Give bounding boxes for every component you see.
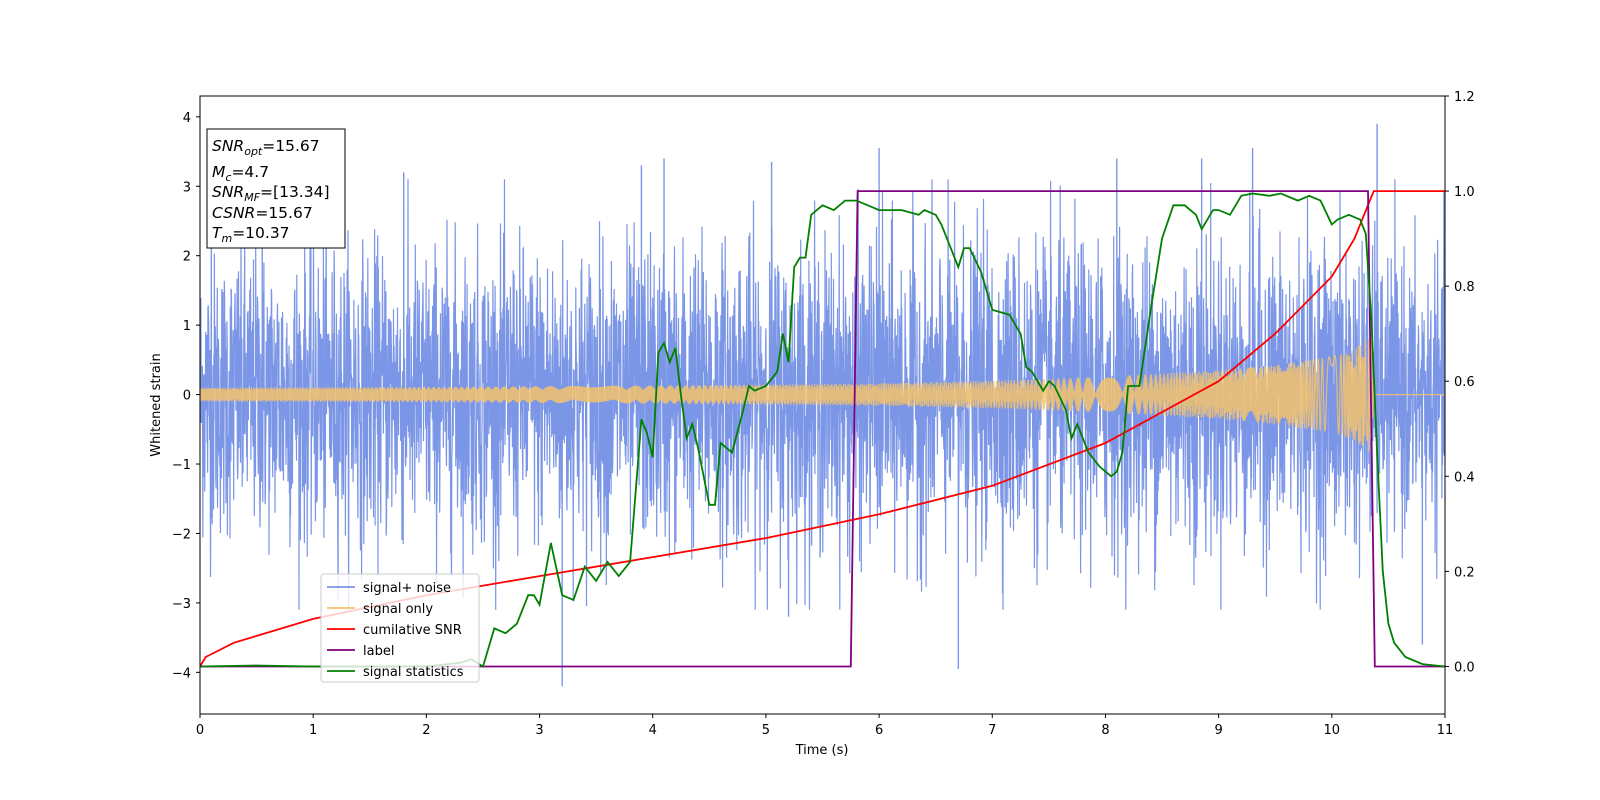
y2-tick-label: 1.0	[1454, 185, 1475, 200]
series-label	[200, 190, 1445, 668]
legend-label: label	[363, 644, 394, 659]
legend-frame	[320, 573, 480, 683]
y2-tick-label: 0.8	[1454, 280, 1475, 295]
y2-tick-label: 0.2	[1454, 565, 1475, 580]
series-signal-only	[200, 336, 1445, 452]
legend-label: cumilative SNR	[363, 623, 462, 638]
y-tick-label: −1	[172, 458, 191, 473]
y-tick-label: 1	[183, 319, 191, 334]
y-axis-left: 4 3 2 1 0 −1 −2 −3 −4	[172, 111, 200, 681]
annotation-tm: Tm=10.37	[212, 224, 290, 245]
annotation-mc: Mc=4.7	[212, 163, 269, 184]
legend-label: signal+ noise	[363, 581, 451, 596]
x-tick-label: 5	[762, 723, 770, 738]
x-tick-label: 0	[196, 723, 204, 738]
y-tick-label: −3	[172, 597, 191, 612]
y2-tick-label: 0.4	[1454, 470, 1475, 485]
legend: signal+ noise signal only cumilative SNR la…	[320, 573, 480, 683]
x-axis-label: Time (s)	[795, 743, 849, 758]
x-tick-label: 8	[1101, 723, 1109, 738]
x-tick-label: 2	[422, 723, 430, 738]
x-tick-label: 6	[875, 723, 883, 738]
x-axis: 0 1 2 3 4 5 6 7 8 9 10 11	[196, 714, 1453, 738]
legend-label: signal statistics	[363, 665, 464, 680]
y-tick-label: 2	[183, 250, 191, 265]
plot-area	[200, 123, 1445, 687]
y-tick-label: 0	[183, 389, 191, 404]
x-tick-label: 3	[535, 723, 543, 738]
x-tick-label: 7	[988, 723, 996, 738]
x-tick-label: 11	[1437, 723, 1454, 738]
annotation-snr-opt: SNRopt=15.67	[212, 137, 320, 158]
y2-tick-label: 1.2	[1454, 90, 1475, 105]
y-tick-label: 3	[183, 180, 191, 195]
y-axis-label: Whitened strain	[149, 353, 164, 456]
annotation-box: SNRopt=15.67 Mc=4.7 SNRMF=[13.34] CSNR=1…	[206, 128, 346, 249]
series-signal-statistics	[200, 192, 1445, 668]
y2-tick-label: 0.0	[1454, 660, 1475, 675]
annotation-csnr: CSNR=15.67	[212, 204, 313, 222]
y-tick-label: −2	[172, 527, 191, 542]
y-axis-right: 1.2 1.0 0.8 0.6 0.4 0.2 0.0	[1445, 90, 1475, 675]
x-tick-label: 1	[309, 723, 317, 738]
y-tick-label: −4	[172, 666, 191, 681]
x-tick-label: 4	[649, 723, 657, 738]
x-tick-label: 10	[1324, 723, 1341, 738]
series-cumulative-snr	[200, 190, 1445, 667]
annotation-frame	[206, 128, 346, 249]
y-tick-label: 4	[183, 111, 191, 126]
legend-label: signal only	[363, 602, 433, 617]
plot-frame	[199, 95, 1446, 715]
annotation-snr-mf: SNRMF=[13.34]	[212, 183, 330, 204]
x-tick-label: 9	[1214, 723, 1222, 738]
y2-tick-label: 0.6	[1454, 375, 1475, 390]
